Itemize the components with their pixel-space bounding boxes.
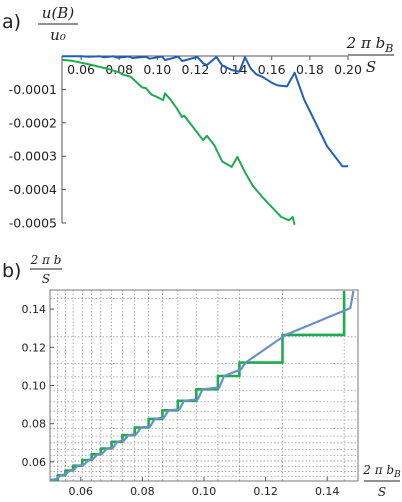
panel-a-ylabel-numerator: u(B) [42, 4, 75, 22]
panel-a-x-tick-label: 0.16 [258, 62, 286, 77]
panel-a-ylabel-denominator: u₀ [50, 26, 66, 44]
panel-b-ylabel-denominator: S [42, 272, 50, 286]
panel-b-ylabel: 2 π b S [30, 253, 62, 286]
panel-b-x-tick-label: 0.06 [69, 485, 94, 498]
panel-a-x-tick-label: 0.06 [67, 62, 95, 77]
panel-b-grid [50, 290, 358, 481]
panel-a-label: a) [2, 11, 21, 33]
panel-a-x-tick-label: 0.20 [334, 62, 362, 77]
panel-b-xlabel: 2 π bB S [362, 463, 401, 499]
panel-a-x-tick-label: 0.10 [143, 62, 171, 77]
svg-text:2 π bB: 2 π bB [362, 463, 401, 480]
panel-a-y-tick-label: -0.0003 [9, 149, 57, 164]
panel-a-x-tick-label: 0.08 [105, 62, 133, 77]
panel-b-ylabel-numerator: 2 π b [30, 253, 62, 267]
panel-a-xlabel: 2 π bB S [346, 34, 394, 76]
panel-b-xlabel-denominator: S [378, 485, 386, 499]
panel-b-x-tick-label: 0.10 [192, 485, 217, 498]
panel-a-y-tick-label: -0.0001 [9, 82, 57, 97]
panel-b-xlabel-subscript: B [393, 470, 401, 480]
panel-b-label: b) [2, 260, 21, 282]
panel-b-series [49, 290, 355, 482]
panel-a-xlabel-denominator: S [366, 58, 376, 76]
panel-b-y-tick-label: 0.08 [22, 418, 47, 431]
panel-b-xlabel-numerator: 2 π b [362, 463, 394, 477]
panel-a-y-tick-label: -0.0005 [9, 216, 57, 231]
panel-b-y-tick-label: 0.14 [22, 303, 47, 316]
panel-a-x-tick-label: 0.18 [296, 62, 324, 77]
panel-a: a) u(B) u₀ 2 π bB S 0.06 0.08 0.10 0.12 0.14… [2, 4, 394, 231]
panel-b-x-tick-label: 0.14 [315, 485, 340, 498]
panel-b-axes: 0.06 0.08 0.10 0.12 0.14 0.06 0.08 0.10 0.12 0.14 [22, 289, 359, 498]
panel-b-series-line-1 [50, 291, 346, 482]
panel-a-axes: 0.06 0.08 0.10 0.12 0.14 0.16 0.18 0.20-0.0001-… [9, 55, 362, 231]
panel-a-series [61, 55, 348, 225]
panel-a-ylabel: u(B) u₀ [38, 4, 78, 44]
panel-b-y-tick-label: 0.12 [22, 341, 47, 354]
panel-b-x-tick-label: 0.08 [130, 485, 155, 498]
svg-text:2 π bB: 2 π bB [346, 34, 394, 55]
panel-a-series-line-2 [61, 58, 296, 225]
panel-a-xlabel-numerator: 2 π b [346, 34, 386, 52]
panel-b-series-line-2 [49, 290, 355, 482]
panel-b-y-tick-label: 0.10 [22, 380, 47, 393]
panel-a-x-tick-label: 0.12 [182, 62, 210, 77]
panel-b-y-tick-label: 0.06 [22, 456, 47, 469]
panel-b-frame [49, 289, 359, 482]
panel-b-x-tick-label: 0.12 [253, 485, 278, 498]
panel-b: b) 2 π b S 2 π bB S 0.06 0.08 0.10 0.12 0.14… [2, 253, 401, 499]
panel-a-xlabel-subscript: B [384, 42, 393, 55]
panel-a-y-tick-label: -0.0004 [9, 182, 57, 197]
panel-a-series-line-1 [61, 55, 348, 168]
panel-a-y-tick-label: -0.0002 [9, 115, 57, 130]
